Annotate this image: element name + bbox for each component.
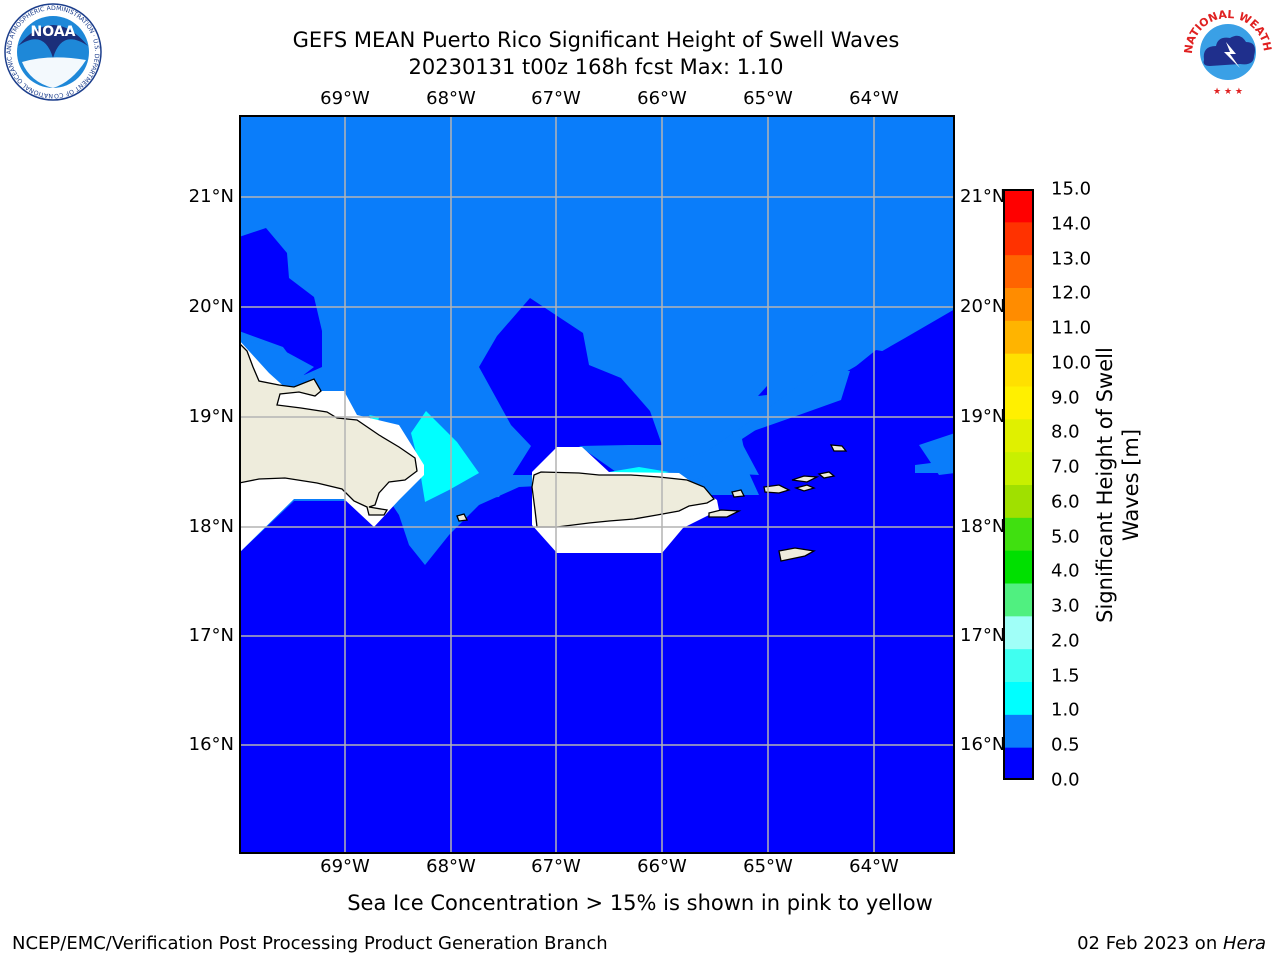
lon-label-top: 67°W xyxy=(531,88,581,109)
lon-label-bottom: 68°W xyxy=(426,856,476,877)
colorbar-segment xyxy=(1003,714,1034,748)
colorbar-segment xyxy=(1003,221,1034,256)
colorbar-tick-label: 0.5 xyxy=(1051,734,1080,756)
colorbar-segment xyxy=(1003,484,1034,518)
lat-label-left: 20°N xyxy=(188,296,234,317)
colorbar-segment xyxy=(1003,189,1034,223)
lat-label-right: 19°N xyxy=(960,406,1006,427)
graticule xyxy=(239,115,955,854)
footer-date: 02 Feb 2023 on Hera xyxy=(1077,933,1266,954)
colorbar-tick-label: 3.0 xyxy=(1051,595,1080,617)
colorbar-tick-label: 12.0 xyxy=(1051,282,1092,304)
colorbar-tick-label: 11.0 xyxy=(1051,317,1092,339)
lat-label-left: 18°N xyxy=(188,516,234,537)
colorbar-segment xyxy=(1003,681,1034,715)
lat-label-left: 16°N xyxy=(188,734,234,755)
lon-label-top: 68°W xyxy=(426,88,476,109)
land xyxy=(239,342,848,562)
colorbar-label-line: Waves [m] xyxy=(1119,428,1143,542)
lon-label-bottom: 65°W xyxy=(743,856,793,877)
colorbar-tick-label: 14.0 xyxy=(1051,213,1092,235)
colorbar-label: Significant Height of Swell Waves [m] xyxy=(1092,285,1144,685)
colorbar-segment xyxy=(1003,418,1034,453)
colorbar-segment xyxy=(1003,550,1034,584)
colorbar-segment xyxy=(1003,287,1034,321)
lon-label-bottom: 64°W xyxy=(849,856,899,877)
lat-label-right: 17°N xyxy=(960,625,1006,646)
noaa-logo-text: NOAA xyxy=(31,24,76,40)
colorbar-tick-label: 6.0 xyxy=(1051,491,1080,513)
map-border xyxy=(239,115,955,854)
footer-credit: NCEP/EMC/Verification Post Processing Pr… xyxy=(12,933,608,954)
colorbar-tick-label: 5.0 xyxy=(1051,526,1080,548)
colorbar-segment xyxy=(1003,320,1034,354)
colorbar-tick-label: 2.0 xyxy=(1051,630,1080,652)
lat-label-right: 18°N xyxy=(960,516,1006,537)
band-0-05 xyxy=(239,228,955,854)
colorbar xyxy=(1003,189,1034,780)
lat-label-left: 19°N xyxy=(188,406,234,427)
lon-label-top: 69°W xyxy=(320,88,370,109)
lat-label-left: 17°N xyxy=(188,625,234,646)
lat-label-right: 16°N xyxy=(960,734,1006,755)
colorbar-tick-label: 10.0 xyxy=(1051,352,1092,374)
lon-label-bottom: 67°W xyxy=(531,856,581,877)
footer-machine: Hera xyxy=(1222,933,1266,954)
lon-label-bottom: 66°W xyxy=(637,856,687,877)
lon-label-top: 64°W xyxy=(849,88,899,109)
swell-height-map xyxy=(239,115,955,854)
colorbar-segment xyxy=(1003,517,1034,551)
colorbar-tick-label: 8.0 xyxy=(1051,421,1080,443)
svg-text:★ ★ ★: ★ ★ ★ xyxy=(1213,87,1243,97)
footer-date-text: 02 Feb 2023 on xyxy=(1077,933,1223,954)
colorbar-tick-label: 9.0 xyxy=(1051,387,1080,409)
lat-label-right: 20°N xyxy=(960,296,1006,317)
colorbar-tick-label: 0.0 xyxy=(1051,769,1080,791)
chart-title: GEFS MEAN Puerto Rico Significant Height… xyxy=(292,28,900,52)
lon-label-top: 65°W xyxy=(743,88,793,109)
colorbar-tick-label: 4.0 xyxy=(1051,560,1080,582)
colorbar-segment xyxy=(1003,254,1034,288)
colorbar-tick-label: 1.5 xyxy=(1051,665,1080,687)
colorbar-segment xyxy=(1003,353,1034,387)
lat-label-left: 21°N xyxy=(188,186,234,207)
colorbar-segment xyxy=(1003,615,1034,650)
chart-subtitle: 20230131 t00z 168h fcst Max: 1.10 xyxy=(408,55,784,79)
colorbar-tick-label: 1.0 xyxy=(1051,699,1080,721)
noaa-logo: NATIONAL OCEANIC AND ATMOSPHERIC ADMINIS… xyxy=(2,2,102,101)
sea-ice-note: Sea Ice Concentration > 15% is shown in … xyxy=(347,891,933,915)
colorbar-segment xyxy=(1003,747,1034,780)
colorbar-segment xyxy=(1003,451,1034,485)
colorbar-segment xyxy=(1003,648,1034,682)
colorbar-tick-label: 15.0 xyxy=(1051,178,1092,200)
lat-label-right: 21°N xyxy=(960,186,1006,207)
lon-label-top: 66°W xyxy=(637,88,687,109)
lon-label-bottom: 69°W xyxy=(320,856,370,877)
colorbar-tick-label: 13.0 xyxy=(1051,248,1092,270)
nws-logo: NATIONAL WEATHER SERVICE ★ ★ ★ xyxy=(1180,2,1274,97)
colorbar-label-line: Significant Height of Swell xyxy=(1093,347,1117,623)
colorbar-segment xyxy=(1003,583,1034,617)
colorbar-segment xyxy=(1003,386,1034,420)
colorbar-tick-label: 7.0 xyxy=(1051,456,1080,478)
